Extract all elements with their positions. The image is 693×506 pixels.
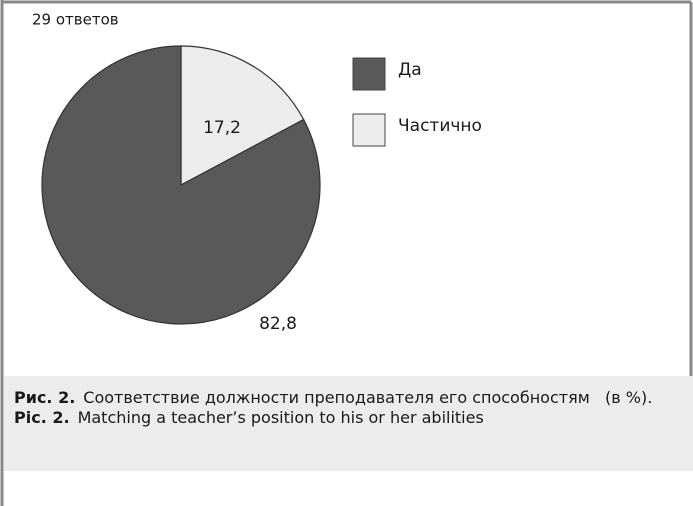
pie-slice	[41, 45, 321, 325]
caption-label: Рис. 2.	[14, 388, 76, 407]
caption: Рис. 2. Соответствие должности преподават…	[4, 376, 693, 471]
subtitle: 29 ответов	[32, 11, 119, 29]
legend-label: Частично	[398, 116, 482, 136]
value-label: 82,8	[259, 314, 297, 334]
caption-text: Соответствие должности преподавателя его…	[83, 388, 653, 407]
caption-line: Pic. 2. Matching a teacher’s position to …	[14, 408, 683, 428]
legend-label: Да	[398, 60, 422, 80]
legend-swatch	[352, 57, 386, 91]
caption-line: Рис. 2. Соответствие должности преподават…	[14, 388, 683, 408]
caption-label: Pic. 2.	[14, 408, 70, 427]
caption-text: Matching a teacher’s position to his or …	[77, 408, 484, 427]
pie-slice	[180, 45, 305, 187]
legend-swatch	[352, 113, 386, 147]
value-label: 17,2	[203, 118, 241, 138]
